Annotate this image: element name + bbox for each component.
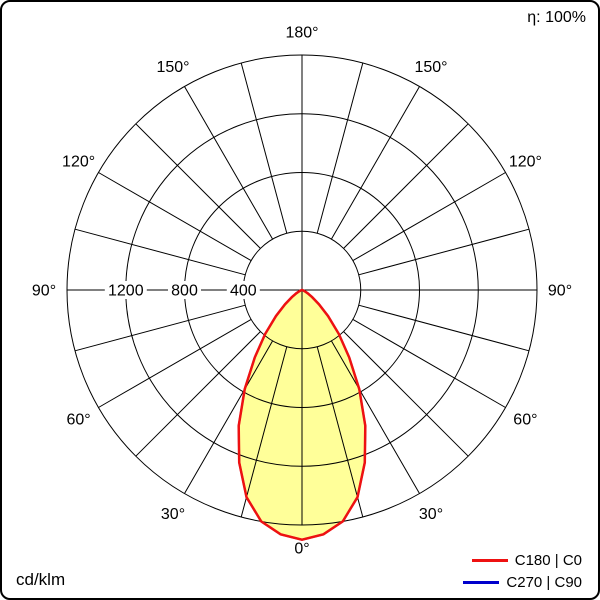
angle-label-bg <box>58 152 99 170</box>
angle-label-bg <box>415 504 447 523</box>
spoke <box>184 86 274 240</box>
spoke <box>330 340 420 494</box>
angle-label-bg <box>505 152 546 170</box>
angle-label-bg <box>157 504 189 523</box>
spoke <box>74 228 246 276</box>
intensity-curves <box>237 288 367 541</box>
angle-label: 120° <box>62 154 95 171</box>
efficiency-label: η: 100% <box>527 9 586 26</box>
spoke <box>316 62 364 234</box>
angle-label-bg <box>544 281 576 299</box>
angle-label: 90° <box>548 283 572 300</box>
legend-line-c0 <box>471 559 508 562</box>
spoke <box>343 331 469 457</box>
spoke <box>352 318 506 408</box>
angle-label-bg <box>62 410 95 428</box>
legend-label-c90: C270 | C90 <box>506 574 582 591</box>
angle-label: 120° <box>509 154 542 171</box>
axis-labels: 1200 800 400 0° 30° 30° 60° 60° 90° 90° 120° 120° 15… <box>28 23 576 558</box>
spoke <box>98 318 252 408</box>
angle-label-bg <box>281 23 323 41</box>
angle-label: 30° <box>419 506 443 523</box>
radial-tick-label: 800 <box>171 283 198 300</box>
spoke <box>240 346 288 518</box>
legend-item-c0: C180 | C0 <box>463 550 582 571</box>
angle-label-bg <box>410 57 452 76</box>
angle-label: 150° <box>414 59 447 76</box>
angle-label: 0° <box>294 541 309 558</box>
angle-label: 150° <box>156 59 189 76</box>
spoke <box>352 172 506 262</box>
angle-label: 90° <box>32 283 56 300</box>
tick-label-bg <box>226 281 260 299</box>
angle-label: 60° <box>513 412 537 429</box>
spoke <box>74 304 246 352</box>
angle-label-bg <box>28 281 60 299</box>
spoke <box>184 340 274 494</box>
spoke <box>240 62 288 234</box>
spoke <box>98 172 252 262</box>
angle-label-bg <box>509 410 542 428</box>
spoke <box>358 304 530 352</box>
spoke <box>343 123 469 249</box>
tick-label-bg <box>104 281 147 299</box>
unit-label: cd/klm <box>16 570 66 589</box>
legend-line-c90 <box>463 581 500 584</box>
spoke <box>358 228 530 276</box>
angle-label-bg <box>290 539 314 557</box>
angle-label: 30° <box>161 506 185 523</box>
radial-tick-label: 400 <box>230 283 257 300</box>
radial-tick-label: 1200 <box>108 283 144 300</box>
spoke <box>330 86 420 240</box>
angle-label-bg <box>152 57 194 76</box>
legend-label-c0: C180 | C0 <box>514 552 582 569</box>
polar-grid <box>66 54 538 526</box>
legend-item-c90: C270 | C90 <box>463 572 582 593</box>
angle-label: 60° <box>66 412 90 429</box>
angle-label: 180° <box>285 25 318 42</box>
tick-label-bg <box>168 281 201 299</box>
spoke <box>316 346 364 518</box>
intensity-curve-C180-C0 <box>237 288 367 541</box>
spoke <box>135 123 261 249</box>
spoke <box>135 331 261 457</box>
legend: C180 | C0 C270 | C90 <box>463 550 582 593</box>
